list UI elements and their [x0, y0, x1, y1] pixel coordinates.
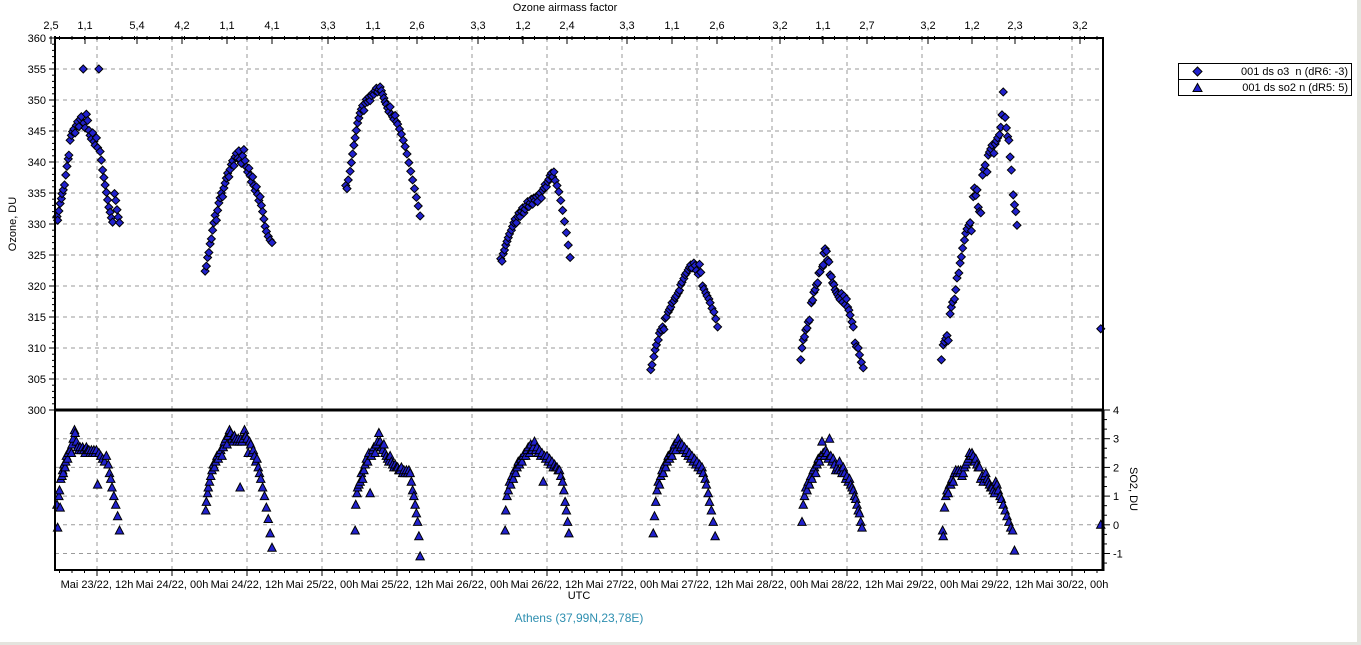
legend-label-so2: 001 ds so2 n (dR5: 5): [1242, 81, 1348, 94]
svg-text:320: 320: [28, 281, 46, 293]
svg-text:335: 335: [28, 188, 46, 200]
so2-triangle-marker-icon: [1179, 82, 1215, 93]
svg-text:1,1: 1,1: [815, 20, 830, 32]
svg-text:4: 4: [1113, 405, 1119, 417]
svg-text:2,5: 2,5: [43, 20, 58, 32]
right-axis-title: SO2, DU: [1127, 466, 1139, 511]
o3-diamond-marker-icon: [1179, 66, 1215, 77]
svg-text:Mai 27/22, 00h: Mai 27/22, 00h: [586, 579, 659, 591]
window-edge-right: [1357, 0, 1361, 645]
svg-text:Mai 24/22, 00h: Mai 24/22, 00h: [136, 579, 209, 591]
svg-text:3,3: 3,3: [320, 20, 335, 32]
svg-text:1,2: 1,2: [515, 20, 530, 32]
svg-text:345: 345: [28, 126, 46, 138]
svg-text:Mai 28/22, 12h: Mai 28/22, 12h: [811, 579, 884, 591]
svg-text:4,1: 4,1: [264, 20, 279, 32]
svg-text:1,1: 1,1: [77, 20, 92, 32]
top-axis-title: Ozone airmass factor: [512, 2, 618, 14]
window-edge-bottom: [0, 642, 1361, 645]
svg-text:5,4: 5,4: [129, 20, 144, 32]
svg-text:330: 330: [28, 219, 46, 231]
station-label: Athens (37,99N,23,78E): [514, 611, 644, 625]
left-axis-title: Ozone, DU: [7, 196, 19, 252]
svg-text:Mai 29/22, 00h: Mai 29/22, 00h: [886, 579, 959, 591]
svg-text:2,4: 2,4: [559, 20, 574, 32]
svg-text:3,3: 3,3: [470, 20, 485, 32]
svg-text:3,2: 3,2: [920, 20, 935, 32]
svg-text:305: 305: [28, 374, 46, 386]
svg-text:3,2: 3,2: [1072, 20, 1087, 32]
legend-item-so2: 001 ds so2 n (dR5: 5): [1179, 79, 1351, 95]
svg-text:Mai 24/22, 12h: Mai 24/22, 12h: [211, 579, 284, 591]
svg-text:0: 0: [1113, 520, 1119, 532]
svg-text:Mai 26/22, 12h: Mai 26/22, 12h: [511, 579, 584, 591]
svg-text:2,6: 2,6: [409, 20, 424, 32]
svg-text:340: 340: [28, 157, 46, 169]
legend-item-o3: 001 ds o3 n (dR6: -3): [1179, 64, 1351, 79]
svg-text:2,7: 2,7: [859, 20, 874, 32]
svg-text:Mai 28/22, 00h: Mai 28/22, 00h: [736, 579, 809, 591]
svg-text:-1: -1: [1113, 549, 1123, 561]
svg-text:355: 355: [28, 64, 46, 76]
svg-text:1,1: 1,1: [219, 20, 234, 32]
svg-text:Mai 27/22, 12h: Mai 27/22, 12h: [661, 579, 734, 591]
svg-text:350: 350: [28, 95, 46, 107]
svg-text:325: 325: [28, 250, 46, 262]
svg-text:360: 360: [28, 33, 46, 45]
svg-text:300: 300: [28, 405, 46, 417]
svg-text:2,6: 2,6: [709, 20, 724, 32]
svg-text:Mai 25/22, 12h: Mai 25/22, 12h: [361, 579, 434, 591]
svg-text:Mai 23/22, 12h: Mai 23/22, 12h: [61, 579, 134, 591]
svg-text:Mai 26/22, 00h: Mai 26/22, 00h: [436, 579, 509, 591]
svg-text:2: 2: [1113, 462, 1119, 474]
svg-text:Mai 30/22, 00h: Mai 30/22, 00h: [1036, 579, 1109, 591]
svg-text:2,3: 2,3: [1007, 20, 1022, 32]
x-axis-title: UTC: [567, 590, 591, 602]
svg-text:4,2: 4,2: [174, 20, 189, 32]
svg-text:315: 315: [28, 312, 46, 324]
svg-text:3,3: 3,3: [619, 20, 634, 32]
svg-text:1: 1: [1113, 491, 1119, 503]
svg-text:1,1: 1,1: [365, 20, 380, 32]
svg-text:310: 310: [28, 343, 46, 355]
legend: 001 ds o3 n (dR6: -3) 001 ds so2 n (dR5:…: [1178, 63, 1352, 96]
svg-text:Mai 25/22, 00h: Mai 25/22, 00h: [286, 579, 359, 591]
svg-text:Mai 29/22, 12h: Mai 29/22, 12h: [961, 579, 1034, 591]
svg-text:3,2: 3,2: [772, 20, 787, 32]
svg-text:1,1: 1,1: [664, 20, 679, 32]
svg-text:1,2: 1,2: [964, 20, 979, 32]
legend-label-o3: 001 ds o3 n (dR6: -3): [1240, 65, 1348, 78]
svg-text:3: 3: [1113, 434, 1119, 446]
